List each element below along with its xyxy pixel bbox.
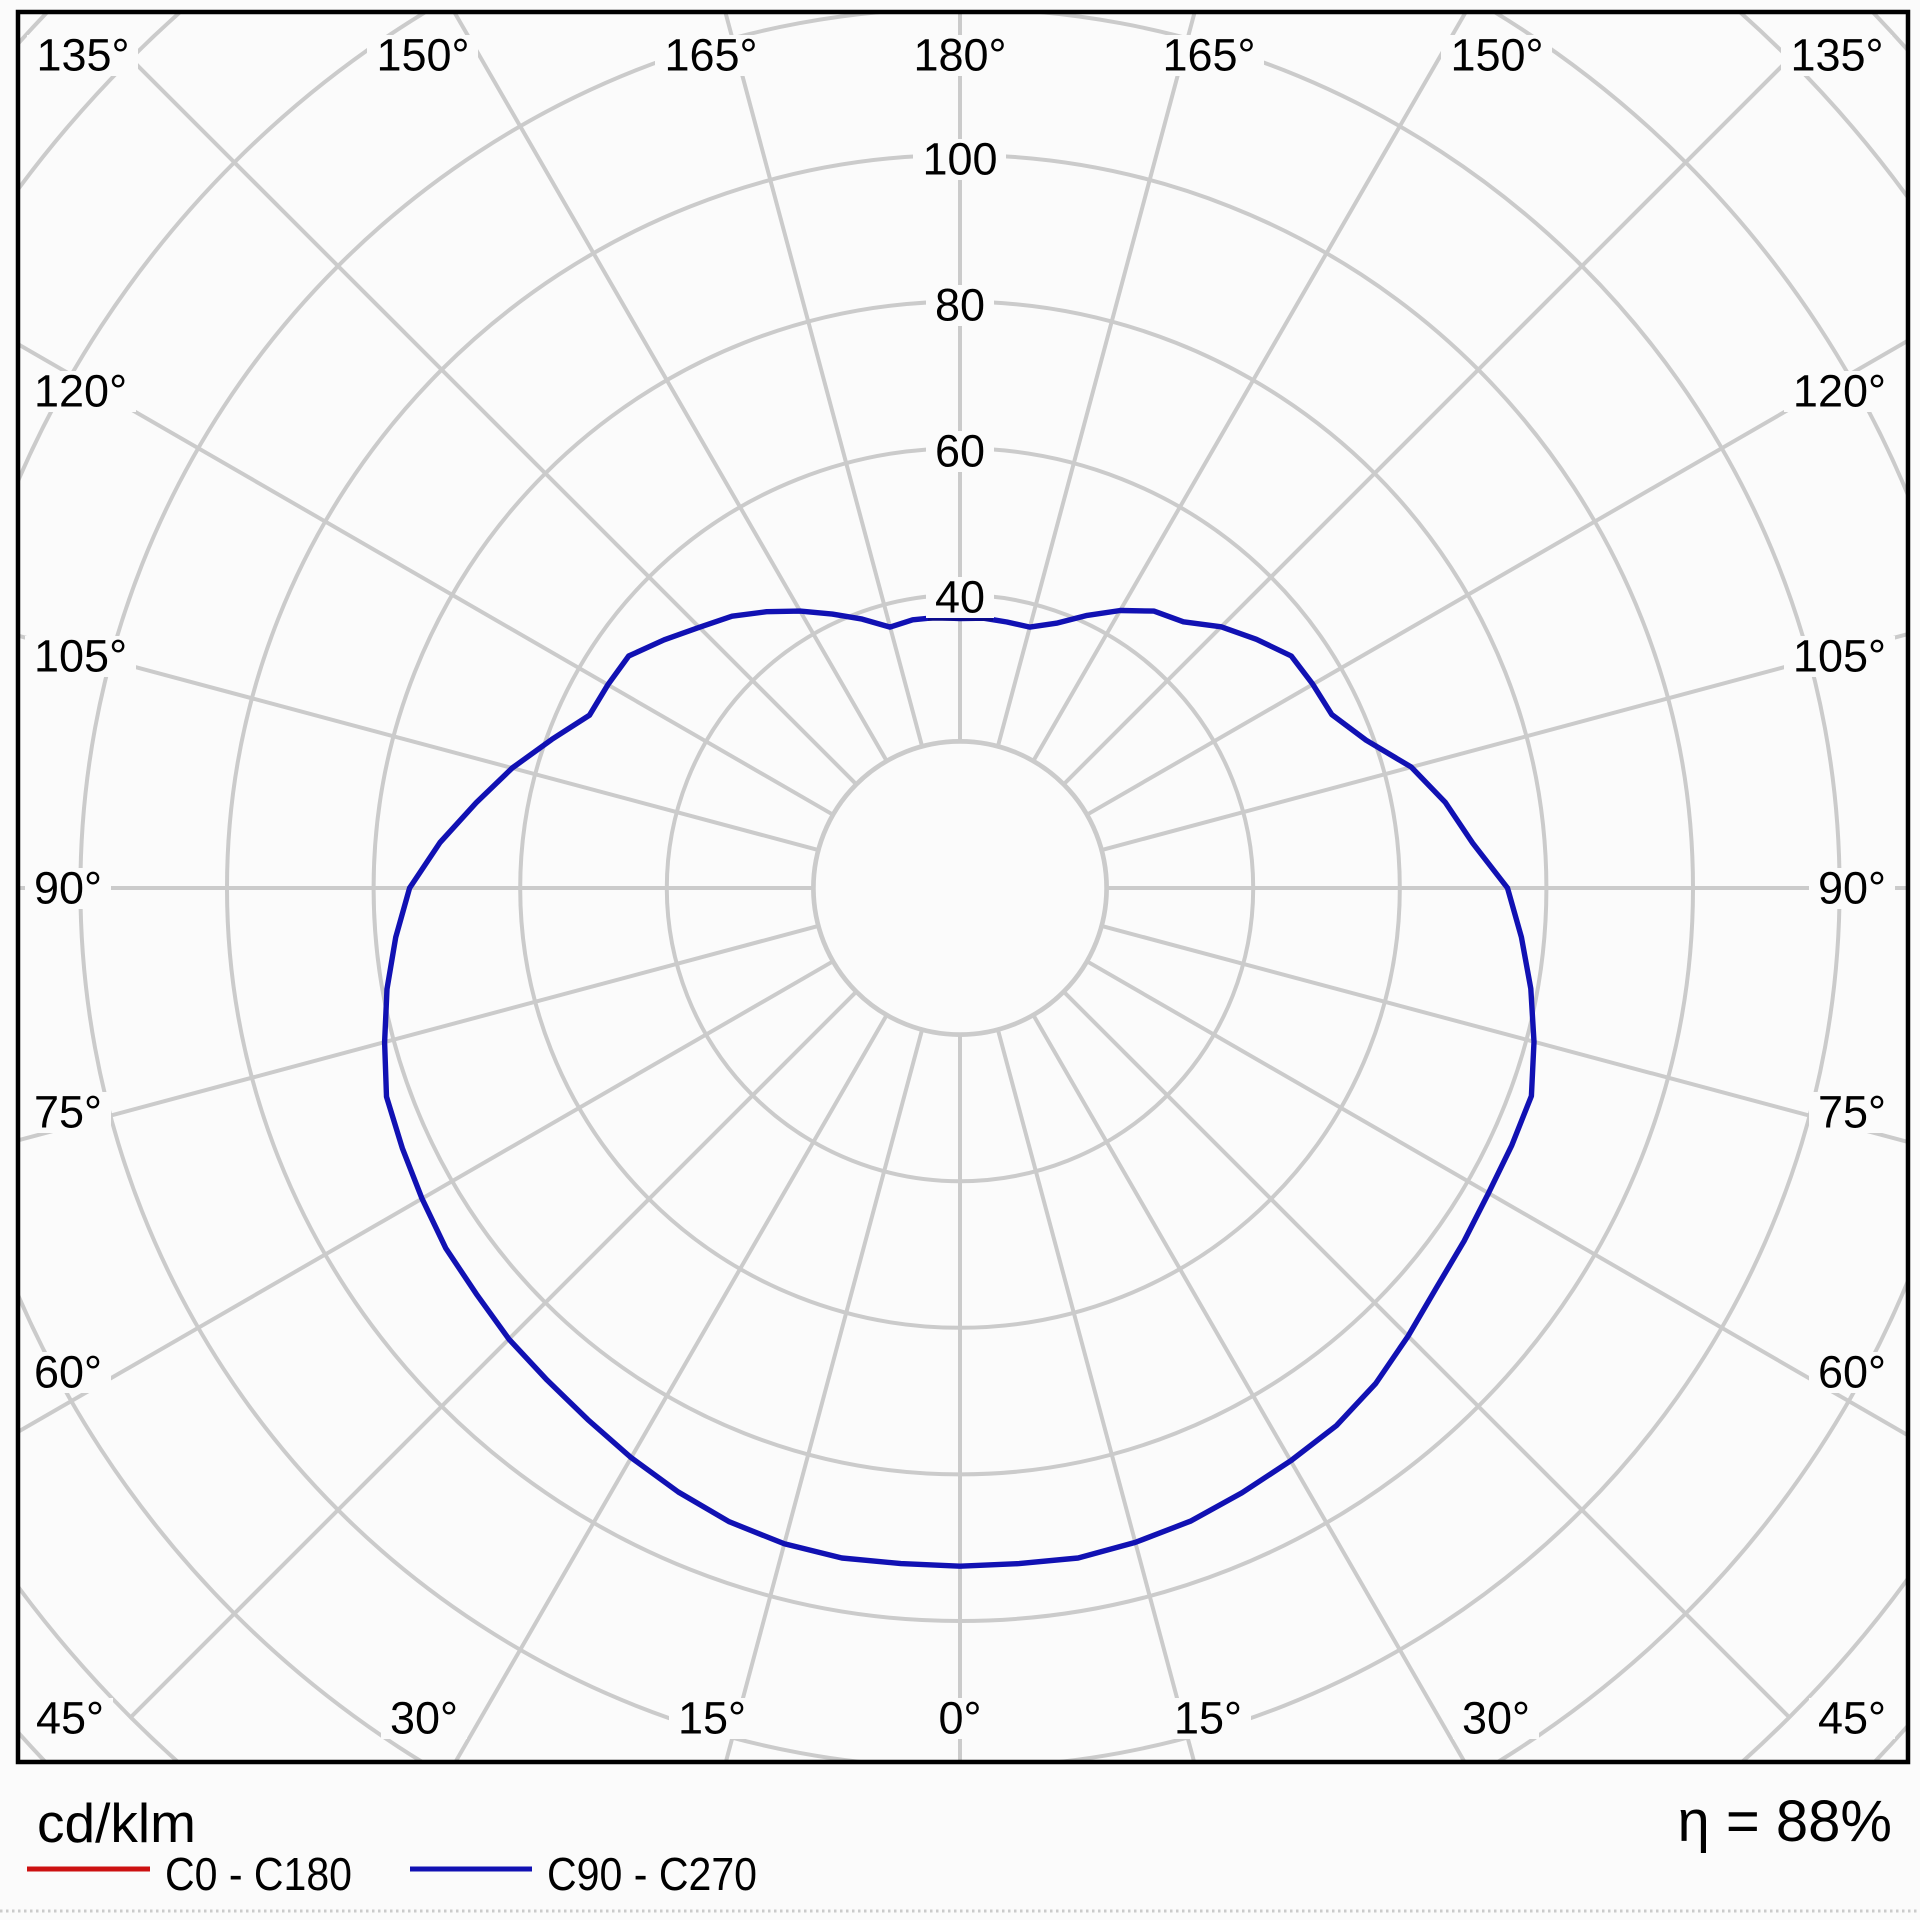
svg-text:150°: 150° xyxy=(376,30,469,81)
svg-text:0°: 0° xyxy=(938,1693,981,1744)
svg-text:60°: 60° xyxy=(34,1347,102,1398)
svg-text:180°: 180° xyxy=(913,30,1006,81)
svg-text:135°: 135° xyxy=(36,30,129,81)
svg-text:90°: 90° xyxy=(34,863,102,914)
svg-text:120°: 120° xyxy=(1793,366,1886,417)
svg-text:60°: 60° xyxy=(1818,1347,1886,1398)
svg-text:C90 - C270: C90 - C270 xyxy=(547,1848,757,1900)
svg-text:45°: 45° xyxy=(36,1693,104,1744)
svg-text:150°: 150° xyxy=(1450,30,1543,81)
svg-text:15°: 15° xyxy=(678,1693,746,1744)
svg-text:90°: 90° xyxy=(1818,863,1886,914)
svg-text:40: 40 xyxy=(935,572,985,623)
svg-text:165°: 165° xyxy=(664,30,757,81)
svg-text:η = 88%: η = 88% xyxy=(1678,1789,1892,1854)
svg-text:30°: 30° xyxy=(1462,1693,1530,1744)
svg-text:15°: 15° xyxy=(1174,1693,1242,1744)
svg-text:45°: 45° xyxy=(1818,1693,1886,1744)
svg-text:135°: 135° xyxy=(1790,30,1883,81)
svg-text:100: 100 xyxy=(922,134,997,185)
svg-text:C0 - C180: C0 - C180 xyxy=(165,1848,352,1900)
svg-text:60: 60 xyxy=(935,426,985,477)
svg-text:105°: 105° xyxy=(34,631,127,682)
svg-text:30°: 30° xyxy=(390,1693,458,1744)
svg-text:105°: 105° xyxy=(1793,631,1886,682)
svg-text:75°: 75° xyxy=(34,1087,102,1138)
svg-text:75°: 75° xyxy=(1818,1087,1886,1138)
svg-text:165°: 165° xyxy=(1162,30,1255,81)
svg-text:120°: 120° xyxy=(34,366,127,417)
svg-text:80: 80 xyxy=(935,280,985,331)
svg-text:cd/klm: cd/klm xyxy=(37,1792,196,1854)
